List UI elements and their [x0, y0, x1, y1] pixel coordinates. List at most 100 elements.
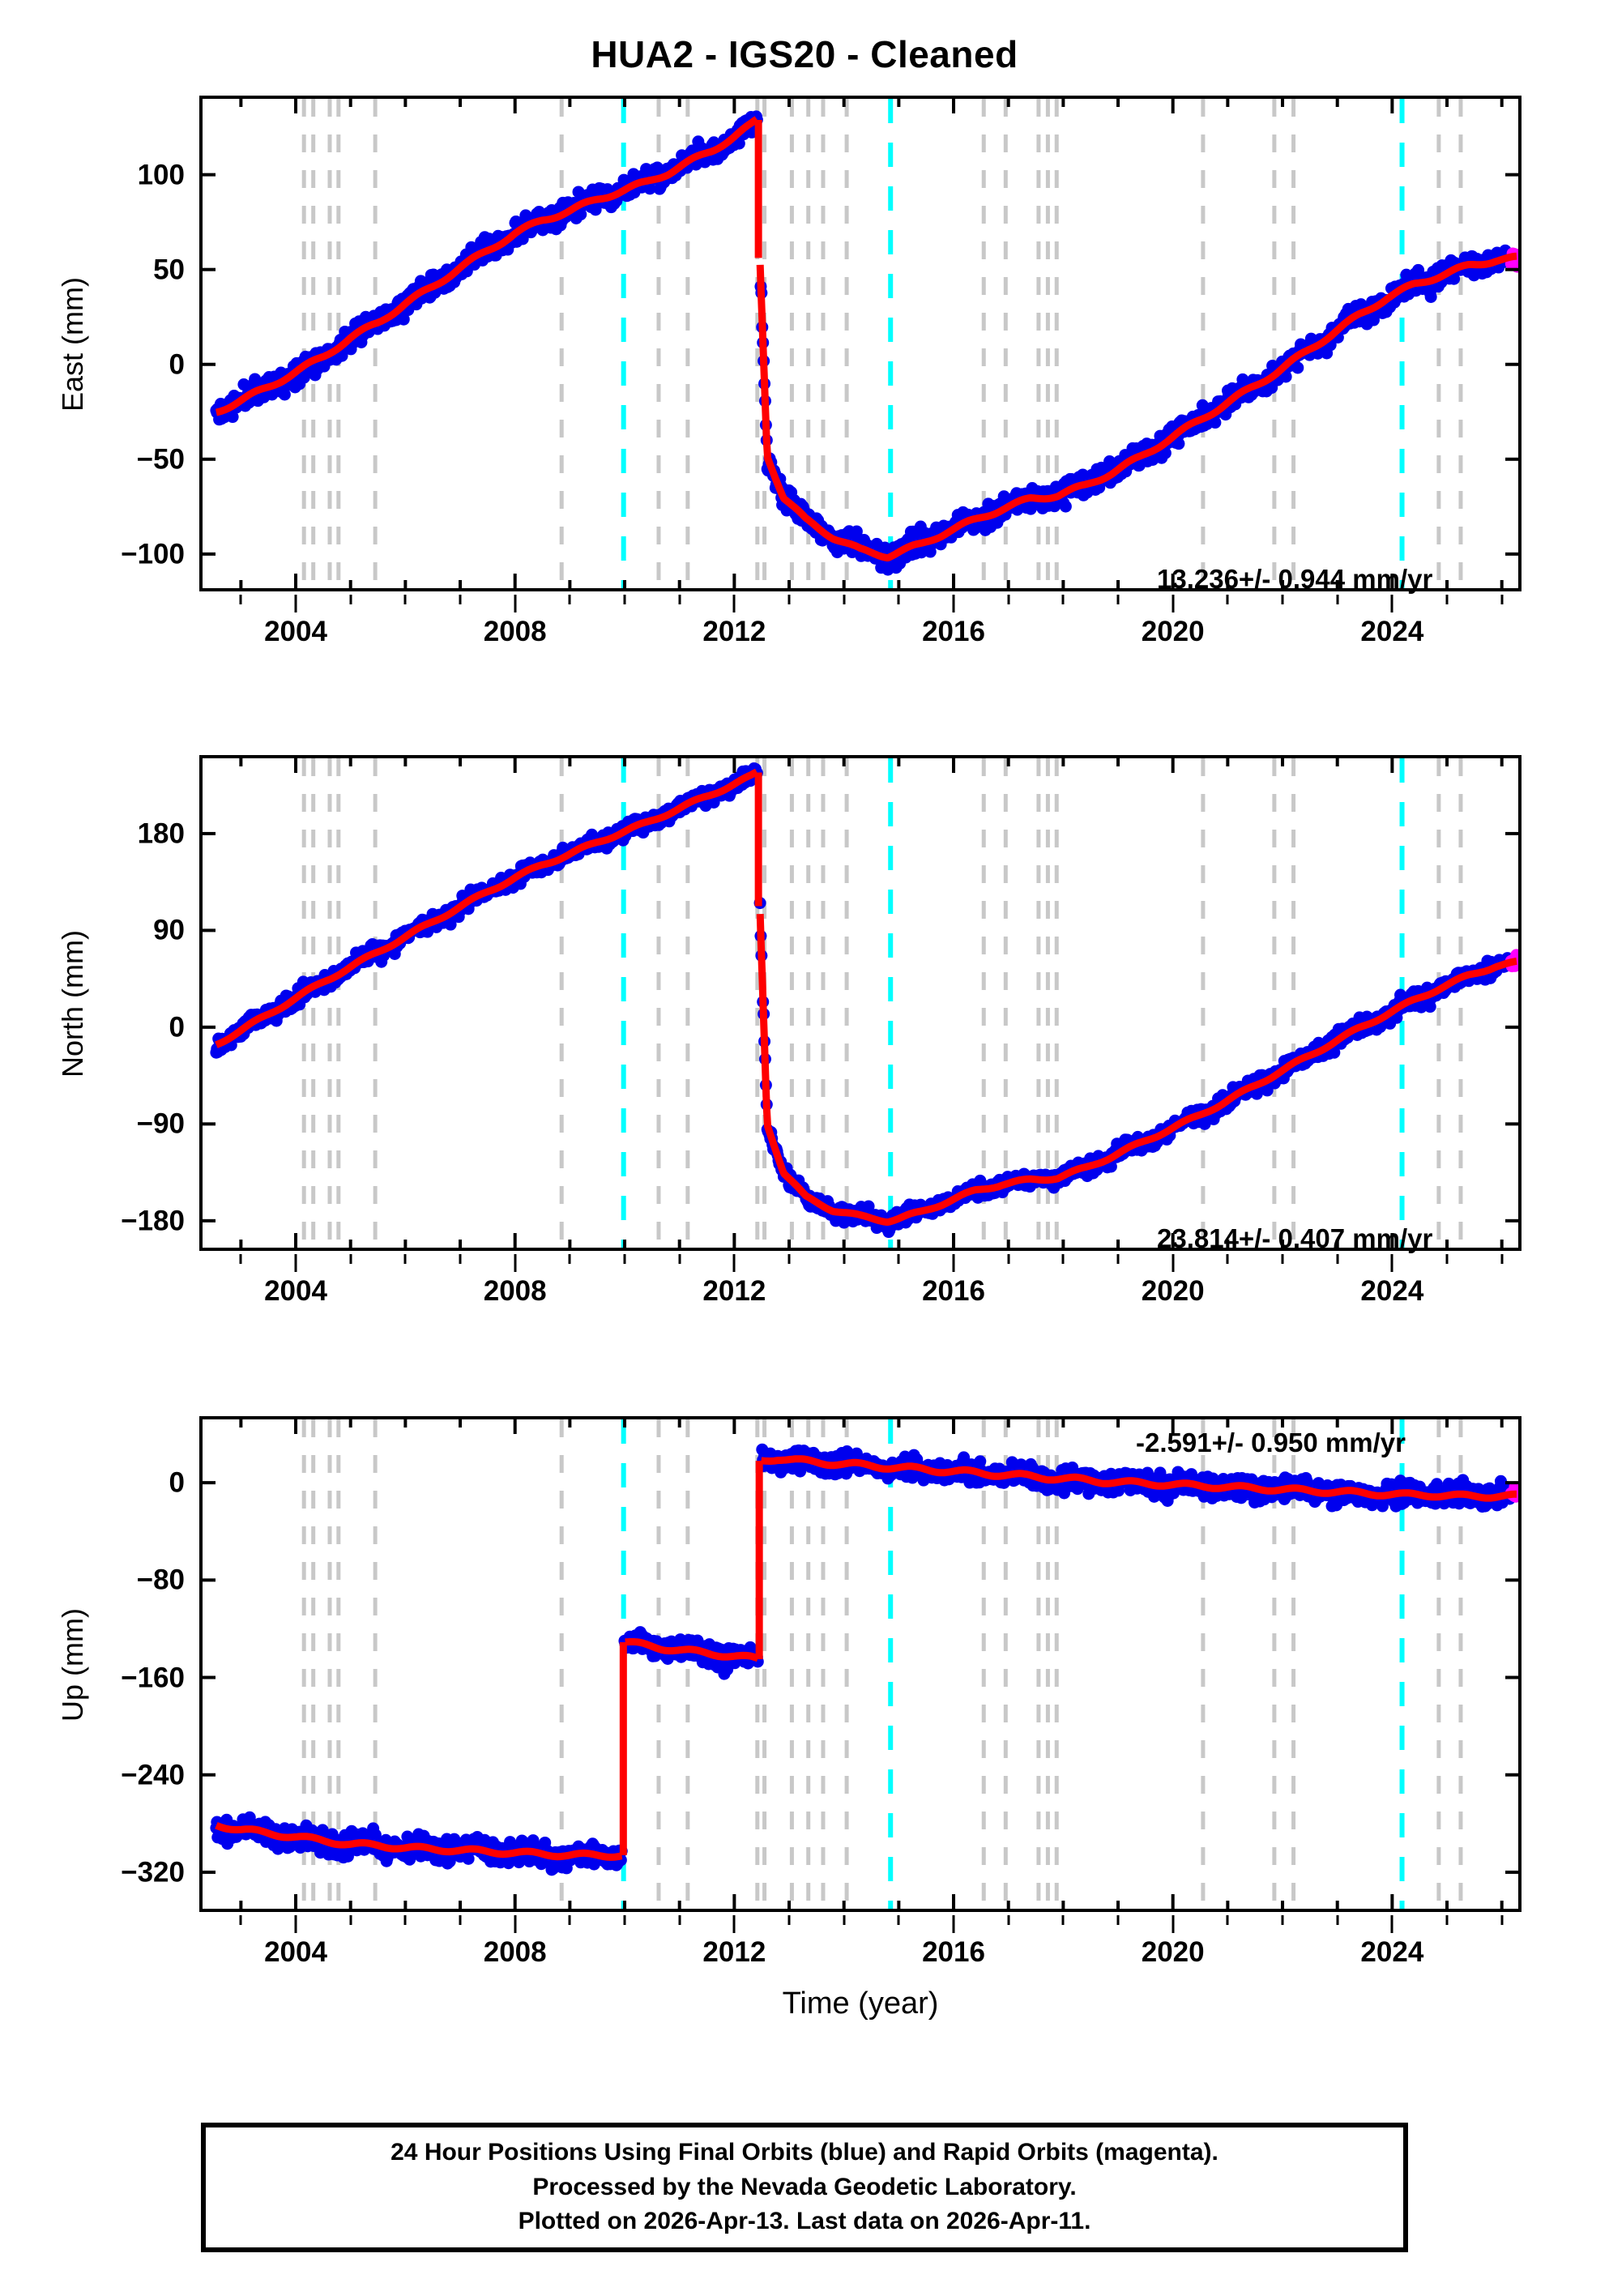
x-tick-minor [1007, 595, 1010, 604]
x-tick-minor [623, 1915, 626, 1925]
model-fit-curve [213, 116, 1518, 562]
x-tick-minor [787, 1254, 791, 1264]
x-tick-minor [568, 595, 571, 604]
x-tick-minor [1007, 1915, 1010, 1925]
x-tick-minor [1336, 595, 1339, 604]
x-tick-major [732, 1254, 736, 1272]
event-lines [301, 99, 1463, 588]
x-tick-minor [1336, 1254, 1339, 1264]
footer-line-2: Processed by the Nevada Geodetic Laborat… [532, 2173, 1077, 2200]
x-axis-ticks-up: 2004 2008 2012 2016 2020 2024 [199, 1915, 1522, 1972]
plot-area-up [203, 1419, 1518, 1909]
x-tick-minor [897, 1915, 900, 1925]
y-tick-label: −240 [121, 1759, 185, 1791]
y-tick-label: −90 [136, 1107, 185, 1140]
x-tick-minor [897, 595, 900, 604]
x-tick-minor [1116, 595, 1120, 604]
x-tick-minor [349, 1915, 352, 1925]
x-tick-minor [1061, 1254, 1065, 1264]
y-tick-label: −80 [136, 1564, 185, 1596]
x-tick-minor [568, 1915, 571, 1925]
x-tick-label: 2016 [922, 1275, 985, 1307]
x-tick-label: 2012 [702, 1275, 766, 1307]
x-tick-minor [403, 1254, 407, 1264]
x-tick-major [1390, 1915, 1393, 1933]
footer-line-1: 24 Hour Positions Using Final Orbits (bl… [391, 2139, 1218, 2166]
x-tick-major [732, 1915, 736, 1933]
footer-caption-box: 24 Hour Positions Using Final Orbits (bl… [201, 2123, 1408, 2252]
x-tick-label: 2008 [483, 616, 547, 647]
x-tick-major [1172, 1254, 1175, 1272]
y-axis-ticks-north: 180 90 0 −90 −180 [0, 755, 185, 1251]
x-tick-major [1172, 1915, 1175, 1933]
x-tick-minor [1061, 1915, 1065, 1925]
x-tick-label: 2016 [922, 616, 985, 647]
y-tick-label: −160 [121, 1662, 185, 1694]
x-tick-minor [1116, 1254, 1120, 1264]
x-tick-minor [1226, 1254, 1229, 1264]
x-tick-major [514, 1254, 517, 1272]
x-tick-minor [1226, 1915, 1229, 1925]
x-tick-label: 2024 [1360, 1275, 1424, 1307]
x-axis-title: Time (year) [782, 1987, 939, 2021]
y-tick-label: −320 [121, 1856, 185, 1888]
x-tick-minor [349, 1254, 352, 1264]
x-tick-major [294, 1915, 297, 1933]
daily-position-points [210, 762, 1518, 1239]
x-tick-minor [239, 1254, 242, 1264]
x-tick-minor [787, 1915, 791, 1925]
x-tick-minor [239, 1915, 242, 1925]
page-title: HUA2 - IGS20 - Cleaned [591, 33, 1018, 75]
x-tick-major [514, 595, 517, 612]
x-tick-label: 2008 [483, 1936, 547, 1968]
x-tick-label: 2004 [264, 1936, 327, 1968]
x-tick-minor [1061, 595, 1065, 604]
y-tick-label: −180 [121, 1205, 185, 1237]
x-tick-major [1390, 595, 1393, 612]
rate-annotation-up: -2.591+/- 0.950 mm/yr [1136, 1428, 1406, 1457]
x-tick-label: 2020 [1141, 1275, 1205, 1307]
x-tick-minor [1226, 595, 1229, 604]
x-tick-minor [403, 1915, 407, 1925]
x-tick-minor [1445, 1254, 1449, 1264]
x-tick-label: 2008 [483, 1275, 547, 1307]
x-tick-minor [1281, 1915, 1284, 1925]
x-tick-major [952, 595, 955, 612]
x-tick-minor [1007, 1254, 1010, 1264]
x-tick-label: 2016 [922, 1936, 985, 1968]
x-tick-minor [459, 1254, 462, 1264]
footer-line-3: Plotted on 2026-Apr-13. Last data on 202… [518, 2208, 1091, 2235]
x-tick-major [1172, 595, 1175, 612]
x-tick-minor [239, 595, 242, 604]
x-tick-label: 2012 [702, 1936, 766, 1968]
x-tick-major [952, 1254, 955, 1272]
x-tick-minor [1281, 595, 1284, 604]
y-tick-label: −100 [121, 538, 185, 570]
x-tick-minor [1500, 595, 1504, 604]
event-lines [301, 758, 1463, 1248]
y-tick-label: 0 [169, 1011, 185, 1043]
x-tick-minor [623, 1254, 626, 1264]
x-tick-major [1390, 1254, 1393, 1272]
y-tick-label: 180 [137, 817, 185, 850]
panel-north [199, 755, 1522, 1251]
y-tick-label: 0 [169, 348, 185, 381]
x-tick-minor [843, 1254, 846, 1264]
model-fit-curve [213, 1455, 1518, 1861]
panel-east [199, 96, 1522, 591]
x-tick-minor [843, 1915, 846, 1925]
plot-area-north [203, 758, 1518, 1248]
x-tick-minor [1116, 1915, 1120, 1925]
model-fit-curve [213, 768, 1518, 1226]
x-tick-label: 2004 [264, 616, 327, 647]
x-tick-label: 2024 [1360, 616, 1424, 647]
x-tick-major [294, 1254, 297, 1272]
x-tick-label: 2004 [264, 1275, 327, 1307]
x-tick-major [294, 595, 297, 612]
x-tick-minor [678, 1254, 681, 1264]
y-tick-label: 50 [153, 254, 185, 286]
daily-position-points [210, 1443, 1518, 1876]
x-tick-minor [843, 595, 846, 604]
x-tick-minor [1336, 1915, 1339, 1925]
x-tick-minor [678, 595, 681, 604]
